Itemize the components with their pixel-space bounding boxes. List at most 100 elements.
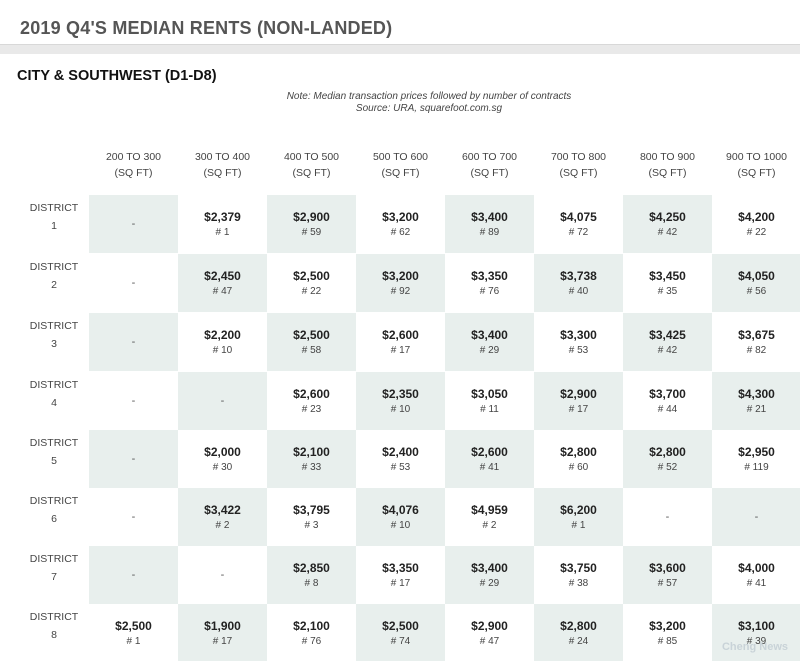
contract-count: # 41 [479,462,500,473]
district-label: DISTRICT 8 [21,609,87,643]
district-number: 6 [51,513,57,525]
contract-count: # 119 [744,462,769,473]
rent-cell: $2,600 # 17 [356,313,445,371]
district-number: 5 [51,455,57,467]
rent-cell: $3,050 # 11 [445,372,534,430]
median-rent: $4,076 [382,503,419,517]
median-rent: $4,300 [738,387,775,401]
contract-count: # 40 [568,286,589,297]
contract-count: # 41 [746,578,767,589]
rent-cell: $2,400 # 53 [356,430,445,488]
contract-count: # 1 [126,636,141,647]
district-number: 7 [51,571,57,583]
rent-cell: $2,900 # 47 [445,604,534,661]
contract-count: # 17 [390,578,411,589]
median-rent: $2,850 [293,561,330,575]
median-rent: $3,700 [649,387,686,401]
district-label: DISTRICT 4 [21,377,87,411]
contract-count: # 56 [746,286,767,297]
no-data-dash: - [220,569,225,581]
contract-count: # 57 [657,578,678,589]
median-rent: $2,500 [382,619,419,633]
median-rent: $3,400 [471,210,508,224]
rent-cell: $3,400 # 29 [445,313,534,371]
no-data-dash: - [665,511,670,523]
contract-count: # 58 [301,345,322,356]
median-rent: $2,900 [293,210,330,224]
rent-cell: $3,200 # 85 [623,604,712,661]
district-number: 2 [51,279,57,291]
column-unit: (SQ FT) [114,167,153,179]
district-word: DISTRICT [29,202,79,214]
contract-count: # 1 [571,520,586,531]
district-word: DISTRICT [29,320,79,332]
median-rent: $3,750 [560,561,597,575]
contract-count: # 17 [212,636,233,647]
rent-cell: $2,000 # 30 [178,430,267,488]
contract-count: # 3 [304,520,319,531]
rent-cell: $3,750 # 38 [534,546,623,604]
median-rent: $3,350 [382,561,419,575]
median-rent: $2,800 [649,445,686,459]
rent-cell: $4,076 # 10 [356,488,445,546]
median-rent: $2,000 [204,445,241,459]
median-rent: $2,600 [293,387,330,401]
district-word: DISTRICT [29,379,79,391]
median-rent: $4,250 [649,210,686,224]
column-header: 700 TO 800 (SQ FT) [534,149,623,181]
median-rent: $3,300 [560,328,597,342]
rent-cell: $3,400 # 89 [445,195,534,253]
contract-count: # 44 [657,404,678,415]
median-rent: $3,200 [382,269,419,283]
rent-cell: - [623,488,712,546]
median-rent: $2,500 [115,619,152,633]
contract-count: # 35 [657,286,678,297]
median-rent: $2,379 [204,210,241,224]
median-rent: $1,900 [204,619,241,633]
contract-count: # 24 [568,636,589,647]
district-word: DISTRICT [29,261,79,273]
rent-cell: - [712,488,800,546]
rent-cell: $3,100 # 39 [712,604,800,661]
median-rent: $3,100 [738,619,775,633]
rent-cell: - [89,430,178,488]
median-rent: $3,675 [738,328,775,342]
rent-cell: - [89,313,178,371]
no-data-dash: - [131,569,136,581]
contract-count: # 72 [568,227,589,238]
note-line-1: Note: Median transaction prices followed… [286,91,572,102]
rent-cell: $4,250 # 42 [623,195,712,253]
median-rent: $3,425 [649,328,686,342]
contract-count: # 62 [390,227,411,238]
rent-cell: $2,200 # 10 [178,313,267,371]
no-data-dash: - [131,336,136,348]
column-header: 400 TO 500 (SQ FT) [267,149,356,181]
rent-cell: $3,425 # 42 [623,313,712,371]
median-rent: $2,500 [293,328,330,342]
column-range: 600 TO 700 [461,151,518,163]
rent-cell: $3,700 # 44 [623,372,712,430]
median-rent: $6,200 [560,503,597,517]
median-rent: $3,200 [382,210,419,224]
contract-count: # 59 [301,227,322,238]
median-rent: $2,900 [560,387,597,401]
contract-count: # 29 [479,345,500,356]
contract-count: # 76 [301,636,322,647]
column-unit: (SQ FT) [648,167,687,179]
column-range: 900 TO 1000 [726,151,787,163]
column-header: 500 TO 600 (SQ FT) [356,149,445,181]
rent-cell: $2,950 # 119 [712,430,800,488]
contract-count: # 11 [480,404,499,415]
median-rent: $2,900 [471,619,508,633]
median-rent: $3,350 [471,269,508,283]
note-line-2: Source: URA, squarefoot.com.sg [355,103,503,114]
district-label: DISTRICT 6 [21,493,87,527]
contract-count: # 42 [657,345,678,356]
contract-count: # 8 [304,578,319,589]
district-word: DISTRICT [29,611,79,623]
contract-count: # 89 [479,227,500,238]
rent-cell: $2,850 # 8 [267,546,356,604]
contract-count: # 2 [482,520,497,531]
rent-cell: $2,500 # 1 [89,604,178,661]
median-rent: $2,600 [382,328,419,342]
